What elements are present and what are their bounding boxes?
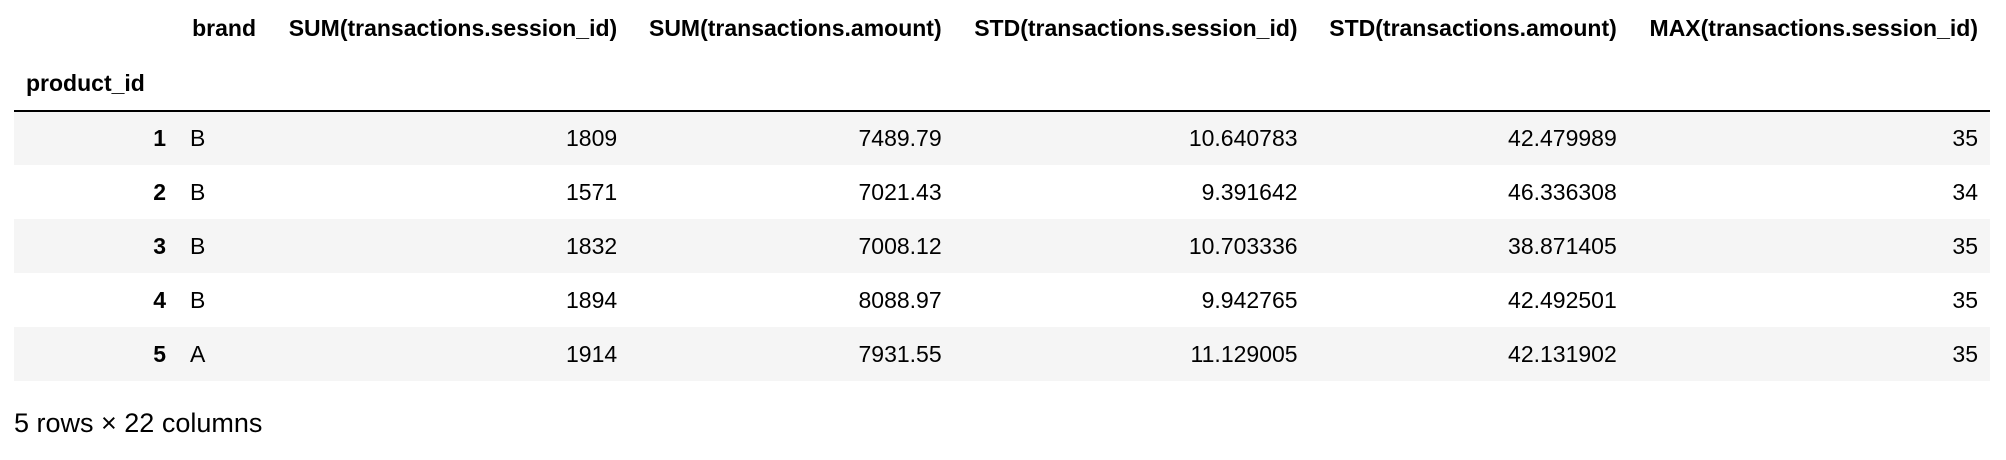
row-index: 2 — [153, 178, 166, 205]
table-row: 3 B 1832 7008.12 10.703336 38.871405 35 — [14, 219, 1990, 273]
cell-std-amount: 38.871405 — [1508, 232, 1617, 259]
shape-summary: 5 rows × 22 columns — [14, 408, 263, 438]
cell-brand: B — [190, 232, 206, 259]
index-name-header: product_id — [14, 56, 178, 112]
table-row: 2 B 1571 7021.43 9.391642 46.336308 34 — [14, 165, 1990, 219]
row-index: 4 — [153, 286, 166, 313]
column-header-sum-session-id: SUM(transactions.session_id) — [288, 14, 618, 41]
cell-sum-session-id: 1914 — [566, 340, 618, 367]
row-index: 1 — [153, 125, 166, 151]
column-header-max-session-id: MAX(transactions.session_id) — [1649, 14, 1978, 41]
cell-sum-amount: 7489.79 — [858, 125, 942, 151]
index-header-empty — [1309, 56, 1629, 112]
index-header-empty — [178, 56, 268, 112]
table-header: brand SUM(transactions.session_id) SUM(t… — [14, 0, 1990, 112]
cell-max-session-id: 35 — [1952, 232, 1978, 259]
cell-std-session-id: 9.391642 — [1201, 178, 1298, 205]
cell-brand: A — [190, 340, 206, 367]
index-header-blank — [14, 0, 178, 56]
cell-max-session-id: 35 — [1952, 125, 1978, 151]
index-header-row: product_id — [14, 56, 1990, 112]
cell-sum-session-id: 1809 — [566, 125, 618, 151]
cell-max-session-id: 35 — [1952, 340, 1978, 367]
dataframe-table: brand SUM(transactions.session_id) SUM(t… — [14, 0, 1990, 381]
cell-sum-session-id: 1571 — [566, 178, 618, 205]
cell-std-amount: 46.336308 — [1508, 178, 1617, 205]
column-header-brand: brand — [192, 14, 256, 41]
index-header-empty — [953, 56, 1310, 112]
cell-std-amount: 42.131902 — [1508, 340, 1617, 367]
cell-sum-amount: 7008.12 — [858, 232, 942, 259]
index-header-empty — [268, 56, 630, 112]
cell-brand: B — [190, 125, 206, 151]
row-index: 5 — [153, 340, 166, 367]
cell-std-session-id: 10.640783 — [1188, 125, 1298, 151]
cell-sum-amount: 7021.43 — [858, 178, 942, 205]
index-header-empty — [629, 56, 954, 112]
table-row: 5 A 1914 7931.55 11.129005 42.131902 35 — [14, 327, 1990, 381]
cell-brand: B — [190, 286, 206, 313]
cell-brand: B — [190, 178, 206, 205]
row-index: 3 — [153, 232, 166, 259]
cell-std-amount: 42.479989 — [1508, 125, 1617, 151]
table-body: 1 B 1809 7489.79 10.640783 42.479989 3 5 … — [14, 111, 1990, 381]
cell-std-session-id: 9.942765 — [1201, 286, 1298, 313]
column-header-row: brand SUM(transactions.session_id) SUM(t… — [14, 0, 1990, 56]
cell-std-session-id: 10.703336 — [1188, 232, 1298, 259]
column-header-sum-amount: SUM(transactions.amount) — [648, 14, 942, 41]
cell-sum-session-id: 1894 — [566, 286, 618, 313]
cell-std-amount: 42.492501 — [1508, 286, 1617, 313]
cell-std-session-id: 11.129005 — [1190, 340, 1298, 367]
cell-sum-session-id: 1832 — [566, 232, 618, 259]
table-row: 4 B 1894 8088.97 9.942765 42.492501 35 — [14, 273, 1990, 327]
cell-sum-amount: 7931.55 — [858, 340, 942, 367]
column-header-std-session-id: STD(transactions.session_id) — [974, 14, 1298, 41]
cell-max-session-id: 34 — [1952, 178, 1978, 205]
cell-sum-amount: 8088.97 — [858, 286, 942, 313]
index-header-empty — [1628, 56, 1990, 112]
cell-max-session-id: 35 — [1952, 286, 1978, 313]
column-header-std-amount: STD(transactions.amount) — [1329, 14, 1617, 41]
table-row: 1 B 1809 7489.79 10.640783 42.479989 35 — [14, 111, 1990, 165]
